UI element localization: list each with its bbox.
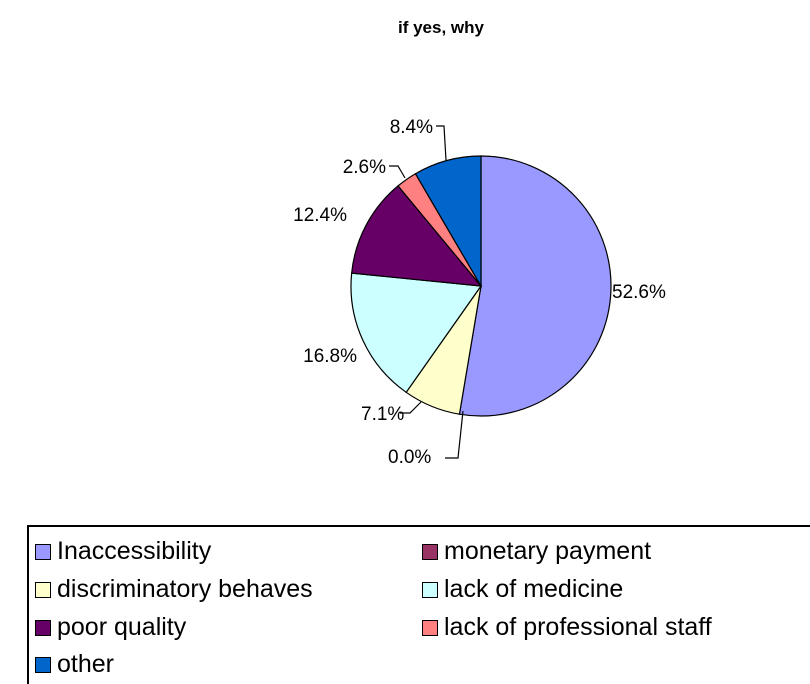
- legend-label: discriminatory behaves: [57, 575, 313, 603]
- pie-slice-poor-quality: [350, 185, 483, 287]
- data-label-poor-quality: 12.4%: [293, 205, 347, 226]
- pie-chart: 52.6% 0.0% 7.1% 16.8% 12.4% 2.6%8.4%: [293, 117, 666, 468]
- legend-label: Inaccessibility: [57, 537, 212, 565]
- pie-slice-inaccessibility: [458, 155, 612, 417]
- legend-label: lack of professional staff: [444, 613, 712, 641]
- legend-swatch: [422, 544, 438, 560]
- legend-swatch: [35, 544, 51, 560]
- legend-swatch: [35, 582, 51, 598]
- legend-swatch: [422, 620, 438, 636]
- data-label-lack-of-professional-staff: 2.6%: [343, 157, 386, 178]
- legend-label: other: [57, 650, 114, 678]
- pie-slice-other: [414, 155, 482, 289]
- legend-label: lack of medicine: [444, 575, 624, 603]
- data-label-lack-of-medicine: 16.8%: [303, 346, 357, 367]
- data-label-other: 8.4%: [390, 117, 433, 138]
- data-label-inaccessibility: 52.6%: [612, 282, 666, 303]
- leader-line-other: [436, 125, 447, 161]
- legend-swatch: [35, 620, 51, 636]
- data-label-monetary-payment: 0.0%: [388, 447, 431, 468]
- leader-line-lack-of-professional-staff: [389, 165, 406, 179]
- chart-title: if yes, why: [398, 18, 484, 37]
- leader-line-discriminatory-behaves: [400, 401, 422, 414]
- data-label-discriminatory-behaves: 7.1%: [361, 404, 404, 425]
- legend-label: poor quality: [57, 613, 187, 641]
- legend-swatch: [422, 582, 438, 598]
- legend-label: monetary payment: [444, 537, 652, 565]
- legend: Inaccessibility monetary payment discrimin…: [27, 525, 810, 684]
- leader-line-monetary-payment: [445, 410, 464, 459]
- legend-swatch: [35, 657, 51, 673]
- pie-slice-lack-of-medicine: [350, 272, 483, 394]
